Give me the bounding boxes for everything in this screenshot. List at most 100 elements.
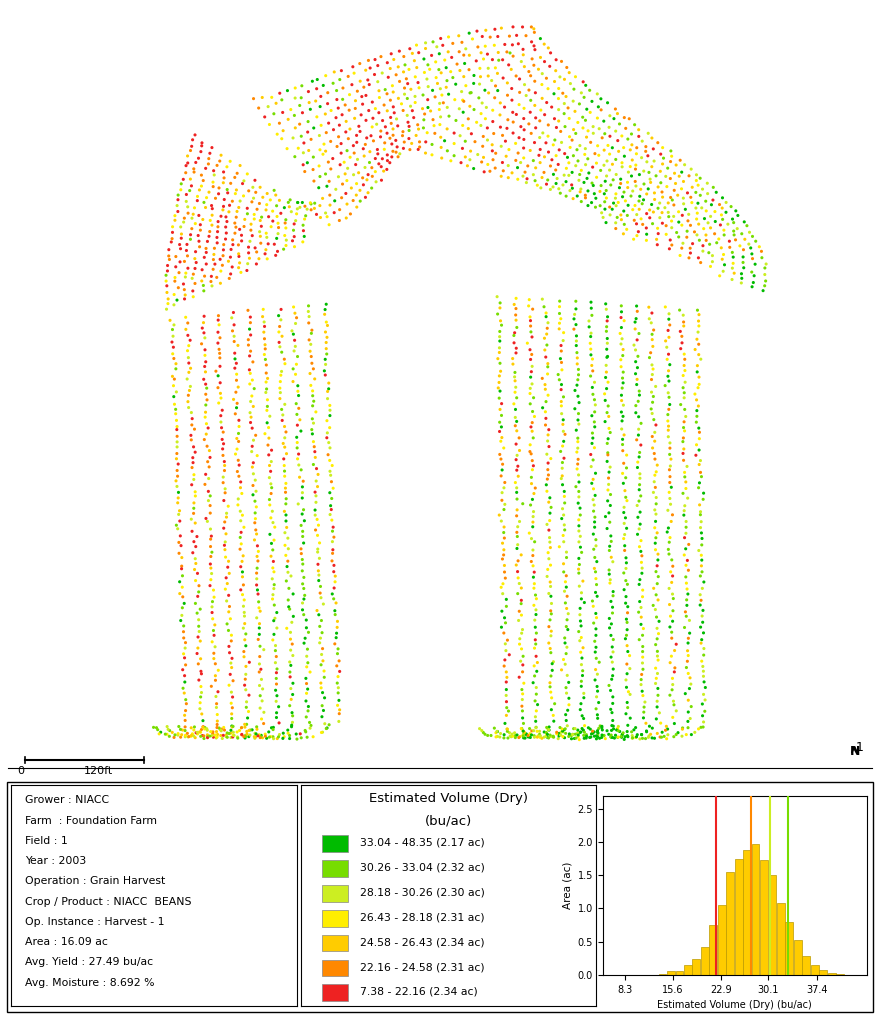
Point <box>649 601 663 617</box>
Point <box>323 408 337 424</box>
Point <box>651 552 665 568</box>
Point <box>633 504 647 520</box>
Point <box>300 201 314 217</box>
Point <box>509 300 523 316</box>
Point <box>529 648 543 665</box>
Point <box>266 542 280 558</box>
Point <box>532 113 546 129</box>
Point <box>288 108 302 124</box>
Point <box>529 587 543 603</box>
Point <box>180 147 194 164</box>
Point <box>265 570 279 587</box>
Point <box>684 676 698 692</box>
Point <box>621 684 635 700</box>
Point <box>737 231 752 248</box>
Point <box>699 679 713 695</box>
Point <box>271 225 285 242</box>
Point <box>429 53 443 70</box>
Point <box>634 150 649 166</box>
Point <box>632 128 646 144</box>
Point <box>198 720 212 736</box>
Point <box>211 663 225 679</box>
Point <box>635 649 649 666</box>
Point <box>560 579 574 595</box>
Point <box>344 180 358 197</box>
Point <box>529 720 543 736</box>
Point <box>523 308 537 325</box>
Point <box>647 445 661 462</box>
Point <box>380 146 394 163</box>
Point <box>496 439 510 456</box>
Point <box>584 195 598 211</box>
Point <box>280 621 294 637</box>
Point <box>678 423 692 439</box>
Point <box>544 45 558 61</box>
Point <box>209 688 223 705</box>
Point <box>645 332 659 348</box>
Point <box>184 720 198 736</box>
Point <box>227 316 241 333</box>
Point <box>717 257 731 273</box>
Point <box>628 198 642 214</box>
Point <box>737 260 751 276</box>
Point <box>266 722 280 738</box>
Point <box>651 225 665 242</box>
Point <box>304 355 319 372</box>
Point <box>522 116 536 132</box>
Point <box>588 403 602 420</box>
Point <box>240 166 254 182</box>
Point <box>529 719 543 735</box>
Point <box>258 426 272 442</box>
Point <box>361 72 375 88</box>
Point <box>678 464 692 480</box>
Point <box>677 389 691 406</box>
Point <box>224 718 238 734</box>
Point <box>526 569 540 586</box>
Point <box>725 260 739 276</box>
Point <box>679 557 693 573</box>
Point <box>571 433 585 450</box>
Point <box>495 168 509 184</box>
Point <box>301 698 315 715</box>
Point <box>442 29 456 45</box>
Point <box>430 75 444 91</box>
Point <box>167 297 181 313</box>
Point <box>410 59 424 76</box>
Point <box>312 567 326 584</box>
Point <box>224 266 238 283</box>
Point <box>239 716 253 732</box>
Point <box>695 181 709 198</box>
Point <box>312 535 326 551</box>
Point <box>491 44 505 60</box>
Point <box>566 726 580 742</box>
Point <box>253 729 268 745</box>
Point <box>269 693 283 710</box>
Y-axis label: Area (ac): Area (ac) <box>562 861 572 909</box>
Point <box>185 411 199 427</box>
Point <box>554 185 568 202</box>
Point <box>453 62 467 79</box>
Point <box>302 298 316 314</box>
Point <box>250 548 264 564</box>
Point <box>585 159 599 175</box>
Point <box>598 185 612 202</box>
Point <box>208 639 222 655</box>
Point <box>492 368 506 384</box>
Point <box>281 82 295 98</box>
Point <box>510 557 524 573</box>
Point <box>207 246 221 262</box>
Point <box>323 453 337 469</box>
Point <box>233 529 247 546</box>
Point <box>177 624 191 640</box>
Point <box>528 632 542 648</box>
Point <box>696 686 710 702</box>
Point <box>584 294 598 310</box>
Point <box>758 266 772 283</box>
Point <box>540 433 554 450</box>
Point <box>298 724 312 740</box>
Point <box>206 729 220 745</box>
Point <box>473 721 487 737</box>
Point <box>333 72 347 88</box>
Point <box>261 446 275 463</box>
Point <box>307 120 321 136</box>
